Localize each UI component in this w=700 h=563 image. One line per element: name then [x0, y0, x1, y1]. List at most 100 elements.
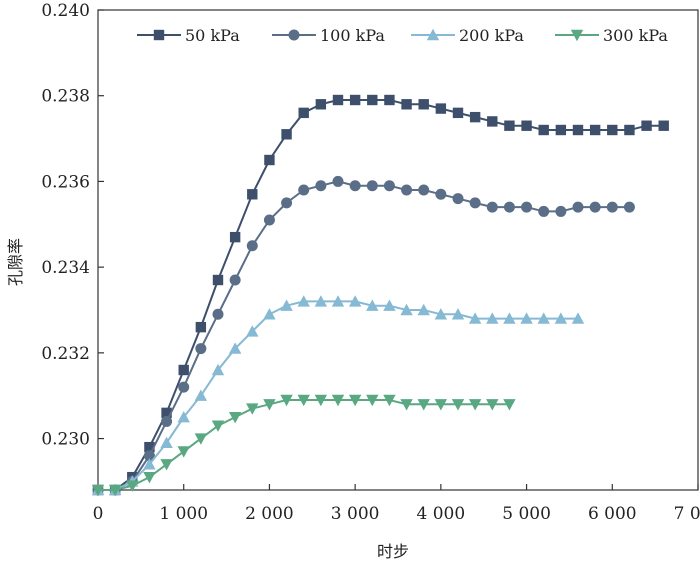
- data-point: [418, 99, 429, 110]
- data-point: [349, 180, 361, 192]
- data-point: [383, 180, 395, 192]
- data-point: [589, 124, 601, 136]
- data-point: [229, 231, 241, 243]
- series-line: [98, 399, 510, 491]
- data-point: [384, 94, 395, 106]
- series-4: [91, 394, 516, 497]
- data-point: [504, 120, 515, 131]
- data-point: [658, 120, 669, 131]
- data-point: [537, 312, 550, 324]
- y-tick-label: 0.238: [41, 87, 90, 107]
- data-point: [383, 299, 396, 311]
- y-axis-ticks: 0.230 0.232 0.234 0.236 0.238 0.240: [41, 1, 104, 450]
- data-point: [383, 394, 396, 407]
- legend-label: 300 kPa: [603, 26, 668, 45]
- data-point: [623, 201, 635, 213]
- legend: 50 kPa 100 kPa 200 kPa 300 kPa: [137, 26, 668, 45]
- data-point: [366, 299, 379, 311]
- data-point: [212, 274, 224, 286]
- plot-frame: [97, 9, 699, 491]
- x-tick-label: 5 000: [502, 504, 551, 524]
- data-point: [161, 407, 172, 419]
- data-point: [177, 410, 190, 423]
- data-point: [641, 120, 652, 131]
- series-layer: [91, 94, 669, 497]
- legend-marker: [426, 28, 440, 41]
- data-point: [263, 308, 276, 320]
- data-point: [469, 197, 481, 209]
- legend-item: 200 kPa: [411, 26, 524, 45]
- data-point: [331, 394, 345, 407]
- data-point: [178, 364, 189, 376]
- legend-marker: [153, 29, 165, 41]
- legend-item: 100 kPa: [272, 26, 385, 45]
- data-point: [452, 193, 464, 205]
- data-point: [538, 124, 549, 136]
- data-point: [589, 201, 601, 213]
- legend-label: 100 kPa: [320, 26, 385, 45]
- data-point: [417, 303, 430, 316]
- data-point: [366, 394, 379, 407]
- data-point: [126, 480, 139, 492]
- legend-label: 50 kPa: [185, 26, 240, 45]
- data-point: [434, 308, 448, 320]
- y-axis-title: 孔隙率: [6, 238, 25, 286]
- data-point: [247, 189, 258, 200]
- data-point: [143, 450, 155, 462]
- data-point: [212, 308, 224, 320]
- data-point: [211, 420, 225, 432]
- data-point: [486, 312, 499, 324]
- data-point: [246, 240, 258, 252]
- data-point: [264, 154, 275, 166]
- data-point: [194, 389, 208, 401]
- data-point: [246, 325, 259, 337]
- data-point: [538, 205, 550, 217]
- y-tick-label: 0.234: [41, 258, 90, 278]
- data-point: [160, 436, 173, 449]
- data-point: [331, 295, 345, 307]
- data-point: [469, 111, 481, 123]
- x-tick-label: 7 000: [674, 504, 700, 524]
- data-point: [195, 343, 207, 355]
- data-point: [503, 399, 516, 411]
- data-point: [195, 321, 207, 333]
- series-line: [98, 180, 630, 491]
- data-point: [606, 201, 618, 213]
- data-point: [228, 342, 242, 354]
- data-point: [194, 433, 208, 445]
- data-point: [572, 124, 584, 136]
- data-point: [108, 484, 122, 497]
- data-point: [520, 312, 533, 324]
- legend-marker: [288, 29, 300, 41]
- data-point: [435, 103, 447, 114]
- data-point: [315, 180, 327, 192]
- series-line: [98, 99, 664, 491]
- legend-item: 300 kPa: [555, 26, 668, 45]
- y-tick-label: 0.230: [41, 430, 90, 450]
- data-point: [178, 381, 190, 393]
- x-tick-label: 0: [93, 504, 104, 524]
- data-point: [400, 303, 413, 316]
- data-point: [281, 129, 292, 140]
- data-point: [451, 308, 465, 320]
- data-point: [435, 188, 447, 200]
- data-point: [571, 312, 585, 324]
- data-point: [401, 99, 412, 110]
- data-point: [332, 175, 344, 187]
- data-point: [144, 441, 155, 453]
- y-tick-label: 0.232: [41, 344, 90, 364]
- data-point: [280, 394, 293, 407]
- data-point: [468, 312, 482, 324]
- data-point: [418, 184, 430, 196]
- data-point: [401, 184, 413, 196]
- data-point: [211, 363, 225, 376]
- data-point: [160, 459, 173, 471]
- data-point: [349, 94, 361, 106]
- x-tick-label: 3 000: [331, 504, 380, 524]
- data-point: [91, 484, 105, 497]
- data-point: [554, 312, 568, 324]
- data-point: [229, 274, 241, 286]
- legend-label: 200 kPa: [459, 26, 524, 45]
- data-point: [434, 399, 448, 411]
